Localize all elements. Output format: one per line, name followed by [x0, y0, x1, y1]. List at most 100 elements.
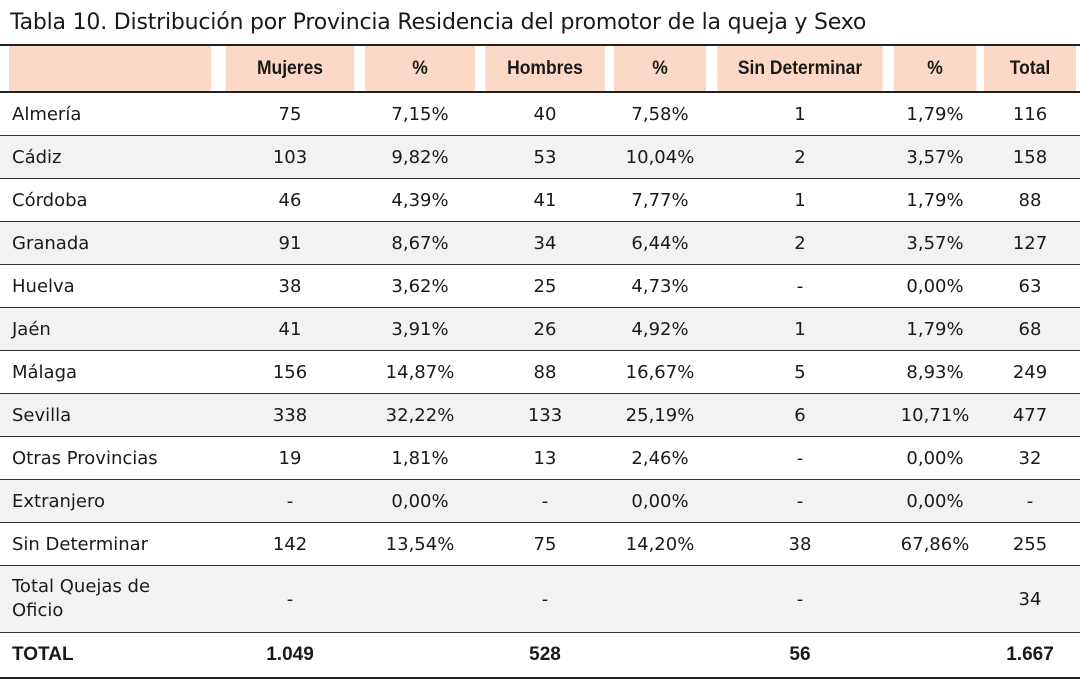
- header-row: Mujeres % Hombres % Sin Determinar % Tot…: [0, 46, 1080, 93]
- cell-hombres: 26: [480, 307, 610, 351]
- cell-mujeres: -: [220, 565, 360, 633]
- cell-province: Total Quejas de Oficio: [0, 565, 220, 633]
- cell-total: -: [980, 479, 1080, 523]
- total-pct-sin-determinar: [890, 632, 980, 679]
- header-hombres: Hombres: [485, 46, 605, 93]
- cell-pct-mujeres: 9,82%: [360, 135, 480, 179]
- cell-pct-hombres: 6,44%: [610, 221, 710, 265]
- header-total: Total: [984, 46, 1076, 93]
- cell-pct-hombres: 7,77%: [610, 178, 710, 222]
- cell-sin-determinar: 1: [710, 307, 890, 351]
- total-pct-hombres: [610, 632, 710, 679]
- cell-sin-determinar: 1: [710, 92, 890, 136]
- cell-pct-mujeres: 4,39%: [360, 178, 480, 222]
- cell-mujeres: 75: [220, 92, 360, 136]
- cell-province: Granada: [0, 221, 220, 265]
- cell-mujeres: 338: [220, 393, 360, 437]
- table-row: Málaga 156 14,87% 88 16,67% 5 8,93% 249: [0, 350, 1080, 394]
- cell-total: 158: [980, 135, 1080, 179]
- table-row: Otras Provincias 19 1,81% 13 2,46% -0,00% 32: [0, 436, 1080, 480]
- cell-province: Sin Determinar: [0, 522, 220, 566]
- table-row: Cádiz 103 9,82% 53 10,04% 2 3,57% 158: [0, 135, 1080, 179]
- cell-mujeres: 41: [220, 307, 360, 351]
- table-row: Huelva 38 3,62% 25 4,73% -0,00% 63: [0, 264, 1080, 308]
- cell-pct-mujeres: 7,15%: [360, 92, 480, 136]
- total-mujeres: 1.049: [220, 632, 360, 679]
- cell-pct-sin-determinar: 8,93%: [890, 350, 980, 394]
- table-row: Córdoba 46 4,39% 41 7,77% 1 1,79% 88: [0, 178, 1080, 222]
- cell-pct-hombres: 2,46%: [610, 436, 710, 480]
- header-province: [8, 46, 212, 93]
- cell-total: 249: [980, 350, 1080, 394]
- cell-pct-mujeres: 0,00%: [360, 479, 480, 523]
- cell-province: Jaén: [0, 307, 220, 351]
- cell-hombres: 133: [480, 393, 610, 437]
- cell-mujeres: 103: [220, 135, 360, 179]
- cell-pct-mujeres: 8,67%: [360, 221, 480, 265]
- cell-total: 88: [980, 178, 1080, 222]
- cell-mujeres: 142: [220, 522, 360, 566]
- cell-hombres: -: [480, 479, 610, 523]
- header-pct-mujeres: %: [364, 46, 476, 93]
- cell-hombres: -: [480, 565, 610, 633]
- cell-sin-determinar: -: [710, 436, 890, 480]
- cell-sin-determinar: 38: [710, 522, 890, 566]
- cell-pct-sin-determinar: 1,79%: [890, 178, 980, 222]
- total-pct-mujeres: [360, 632, 480, 679]
- table-row: Sevilla 338 32,22% 133 25,19% 6 10,71% 477: [0, 393, 1080, 437]
- cell-pct-hombres: [610, 565, 710, 633]
- cell-pct-sin-determinar: [890, 565, 980, 633]
- cell-hombres: 34: [480, 221, 610, 265]
- table-row: Total Quejas de Oficio - - -34: [0, 565, 1080, 633]
- cell-pct-mujeres: 14,87%: [360, 350, 480, 394]
- cell-total: 63: [980, 264, 1080, 308]
- table-row: Granada 91 8,67% 34 6,44% 2 3,57% 127: [0, 221, 1080, 265]
- cell-pct-hombres: 7,58%: [610, 92, 710, 136]
- cell-pct-sin-determinar: 0,00%: [890, 479, 980, 523]
- cell-sin-determinar: 2: [710, 221, 890, 265]
- cell-pct-hombres: 4,92%: [610, 307, 710, 351]
- cell-pct-sin-determinar: 0,00%: [890, 436, 980, 480]
- table-row: Extranjero -0,00% -0,00% -0,00% -: [0, 479, 1080, 523]
- cell-hombres: 75: [480, 522, 610, 566]
- cell-hombres: 25: [480, 264, 610, 308]
- cell-sin-determinar: 1: [710, 178, 890, 222]
- cell-hombres: 40: [480, 92, 610, 136]
- total-hombres: 528: [480, 632, 610, 679]
- cell-mujeres: 46: [220, 178, 360, 222]
- cell-total: 34: [980, 565, 1080, 633]
- cell-mujeres: 156: [220, 350, 360, 394]
- cell-province: Málaga: [0, 350, 220, 394]
- cell-pct-sin-determinar: 10,71%: [890, 393, 980, 437]
- cell-province: Otras Provincias: [0, 436, 220, 480]
- cell-pct-mujeres: 3,62%: [360, 264, 480, 308]
- cell-pct-mujeres: 1,81%: [360, 436, 480, 480]
- cell-sin-determinar: -: [710, 565, 890, 633]
- header-sin-determinar: Sin Determinar: [717, 46, 883, 93]
- cell-mujeres: 38: [220, 264, 360, 308]
- header-mujeres: Mujeres: [225, 46, 355, 93]
- cell-pct-hombres: 16,67%: [610, 350, 710, 394]
- cell-pct-hombres: 4,73%: [610, 264, 710, 308]
- cell-pct-sin-determinar: 3,57%: [890, 221, 980, 265]
- total-sin-determinar: 56: [710, 632, 890, 679]
- cell-mujeres: -: [220, 479, 360, 523]
- cell-pct-hombres: 25,19%: [610, 393, 710, 437]
- cell-pct-mujeres: 32,22%: [360, 393, 480, 437]
- cell-hombres: 53: [480, 135, 610, 179]
- total-total: 1.667: [980, 632, 1080, 679]
- table-row: Almería 75 7,15% 40 7,58% 1 1,79% 116: [0, 92, 1080, 136]
- cell-total: 116: [980, 92, 1080, 136]
- cell-hombres: 41: [480, 178, 610, 222]
- cell-total: 127: [980, 221, 1080, 265]
- cell-province: Sevilla: [0, 393, 220, 437]
- cell-province: Cádiz: [0, 135, 220, 179]
- cell-total: 32: [980, 436, 1080, 480]
- cell-province: Almería: [0, 92, 220, 136]
- distribution-table: Mujeres % Hombres % Sin Determinar % Tot…: [0, 46, 1080, 679]
- header-pct-sin-determinar: %: [893, 46, 977, 93]
- cell-pct-mujeres: 13,54%: [360, 522, 480, 566]
- cell-pct-sin-determinar: 1,79%: [890, 307, 980, 351]
- cell-pct-sin-determinar: 1,79%: [890, 92, 980, 136]
- cell-pct-mujeres: 3,91%: [360, 307, 480, 351]
